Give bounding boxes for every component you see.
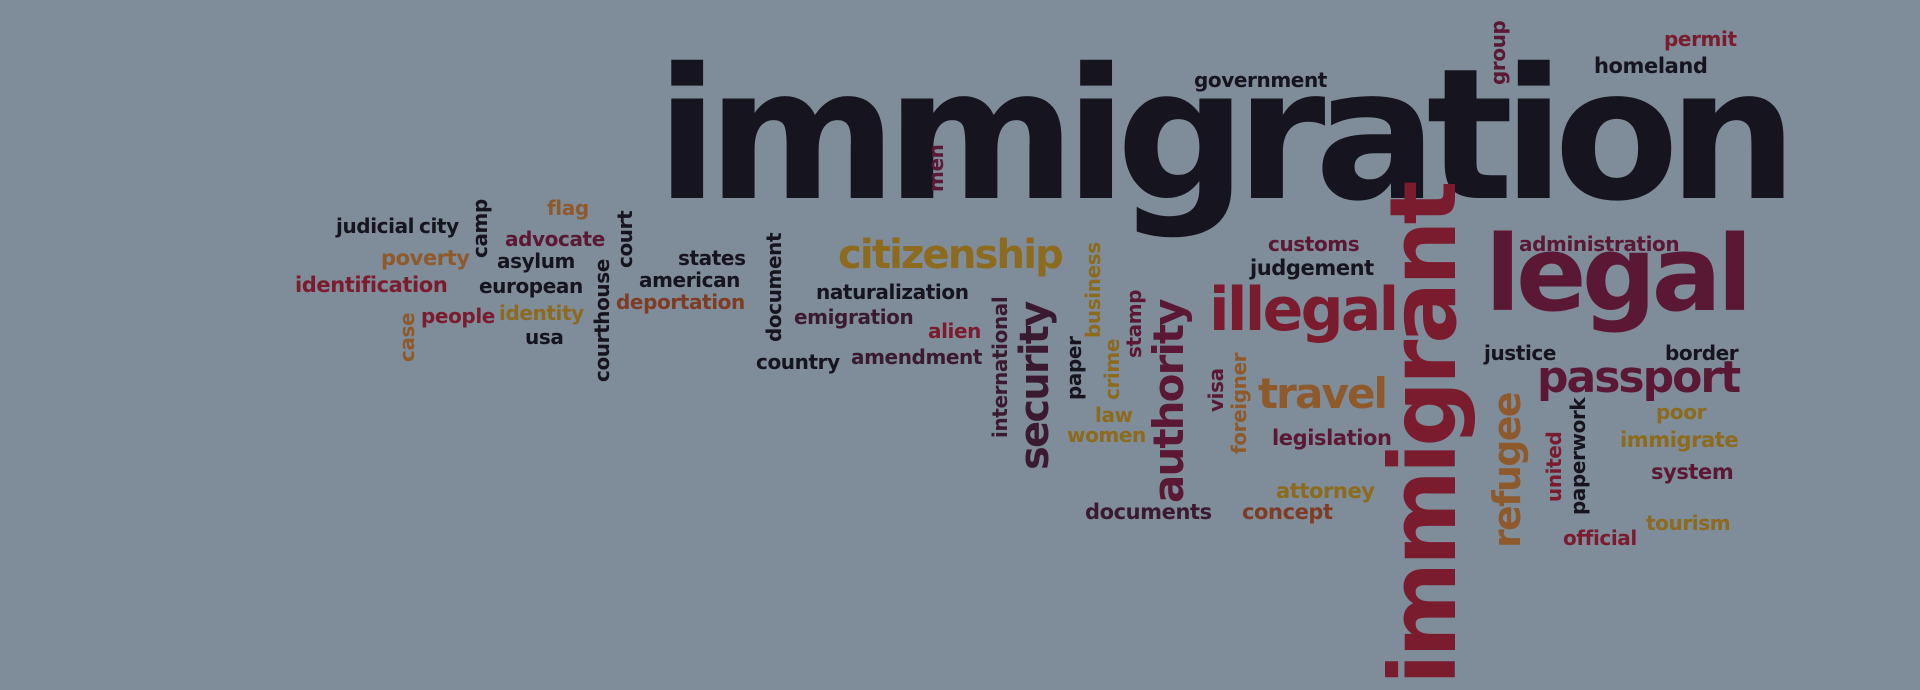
word-international: international	[988, 296, 1012, 438]
word-camp: camp	[468, 199, 492, 258]
word-stamp: stamp	[1122, 289, 1146, 358]
word-system: system	[1651, 460, 1734, 484]
word-usa: usa	[525, 325, 564, 349]
word-states: states	[678, 246, 746, 270]
word-men: men	[924, 144, 948, 192]
word-poor: poor	[1656, 400, 1707, 424]
word-crime: crime	[1100, 339, 1124, 400]
word-tourism: tourism	[1646, 511, 1731, 535]
word-people: people	[421, 304, 495, 328]
word-asylum: asylum	[497, 249, 575, 273]
word-document: document	[762, 232, 786, 342]
word-emigration: emigration	[794, 305, 914, 329]
word-law: law	[1095, 403, 1133, 427]
word-foreigner: foreigner	[1227, 352, 1251, 454]
word-advocate: advocate	[505, 227, 605, 251]
word-homeland: homeland	[1594, 54, 1708, 78]
word-deportation: deportation	[616, 290, 745, 314]
word-immigrant: immigrant	[1370, 184, 1477, 685]
word-country: country	[756, 350, 840, 374]
word-travel: travel	[1258, 369, 1388, 418]
word-amendment: amendment	[851, 345, 983, 369]
word-paperwork: paperwork	[1566, 397, 1590, 515]
word-poverty: poverty	[381, 246, 470, 270]
word-permit: permit	[1664, 27, 1737, 51]
word-documents: documents	[1085, 500, 1212, 524]
word-european: european	[479, 274, 583, 298]
word-immigrate: immigrate	[1620, 428, 1739, 452]
word-illegal: illegal	[1209, 275, 1399, 345]
word-visa: visa	[1204, 368, 1228, 412]
word-citizenship: citizenship	[838, 232, 1064, 278]
word-attorney: attorney	[1276, 479, 1375, 503]
word-passport: passport	[1537, 352, 1741, 403]
word-refugee: refugee	[1485, 393, 1529, 548]
word-legislation: legislation	[1272, 426, 1392, 450]
word-judicial: judicial	[336, 214, 415, 238]
word-border: border	[1665, 341, 1739, 365]
word-authority: authority	[1144, 300, 1193, 503]
word-justice: justice	[1484, 341, 1557, 365]
word-business: business	[1081, 242, 1105, 338]
word-concept: concept	[1242, 500, 1333, 524]
word-official: official	[1563, 526, 1637, 550]
word-flag: flag	[547, 196, 589, 220]
word-american: american	[639, 268, 741, 292]
word-judgement: judgement	[1250, 256, 1374, 280]
word-courthouse: courthouse	[590, 259, 614, 382]
word-identification: identification	[295, 273, 448, 297]
word-city: city	[419, 214, 459, 238]
word-women: women	[1067, 423, 1146, 447]
word-identity: identity	[499, 301, 584, 325]
word-government: government	[1194, 68, 1327, 92]
word-court: court	[613, 210, 637, 268]
word-immigration: immigration	[656, 29, 1798, 241]
word-group: group	[1486, 20, 1510, 85]
word-naturalization: naturalization	[816, 280, 969, 304]
word-security: security	[1012, 302, 1058, 470]
word-administration: administration	[1519, 232, 1680, 256]
word-legal: legal	[1485, 213, 1753, 335]
word-alien: alien	[928, 319, 982, 343]
word-united: united	[1542, 431, 1566, 502]
word-customs: customs	[1268, 232, 1360, 256]
word-case: case	[395, 312, 419, 362]
word-paper: paper	[1062, 336, 1086, 400]
